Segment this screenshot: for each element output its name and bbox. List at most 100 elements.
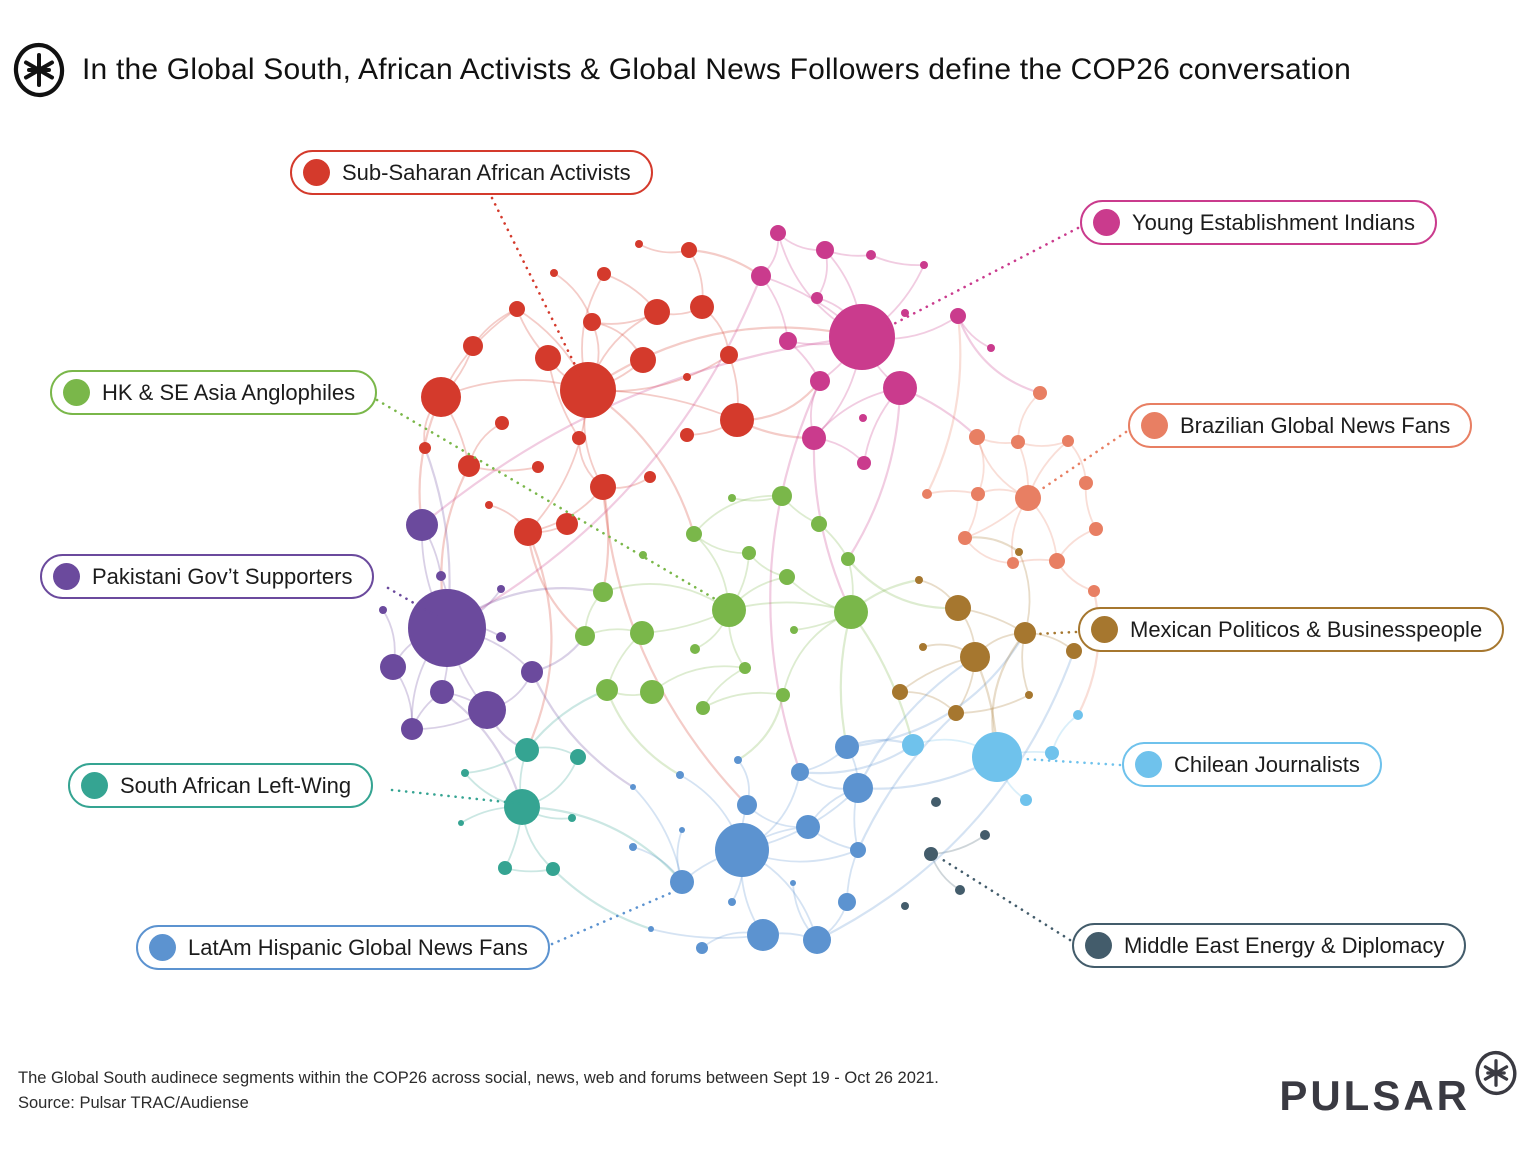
network-node-latam-hispanic-global-news-fans <box>679 827 685 833</box>
network-node-sub-saharan-african-activists <box>514 518 542 546</box>
network-edge <box>964 537 1014 564</box>
network-node-sub-saharan-african-activists <box>532 461 544 473</box>
network-node-young-establishment-indians <box>751 266 771 286</box>
network-node-hk-se-asia-anglophiles <box>742 546 756 560</box>
network-node-latam-hispanic-global-news-fans <box>676 771 684 779</box>
network-node-hk-se-asia-anglophiles <box>841 552 855 566</box>
network-edge <box>526 531 586 637</box>
network-node-sub-saharan-african-activists <box>720 346 738 364</box>
network-node-young-establishment-indians <box>779 332 797 350</box>
network-node-middle-east-energy-diplomacy <box>980 830 990 840</box>
leader-line-mexican-politicos-businesspeople <box>1035 630 1078 636</box>
leader-line-middle-east-energy-diplomacy <box>938 856 1072 942</box>
network-node-latam-hispanic-global-news-fans <box>728 898 736 906</box>
network-node-hk-se-asia-anglophiles <box>596 679 618 701</box>
footer-caption: The Global South audinece segments withi… <box>18 1066 939 1116</box>
network-edge <box>552 868 652 931</box>
network-node-sub-saharan-african-activists <box>680 428 694 442</box>
network-node-hk-se-asia-anglophiles <box>575 626 595 646</box>
network-node-brazilian-global-news-fans <box>922 489 932 499</box>
network-node-pakistani-govt-supporters <box>496 632 506 642</box>
network-node-mexican-politicos-businesspeople <box>1025 691 1033 699</box>
network-node-hk-se-asia-anglophiles <box>690 644 700 654</box>
network-node-south-african-left-wing <box>458 820 464 826</box>
network-node-young-establishment-indians <box>857 456 871 470</box>
network-node-sub-saharan-african-activists <box>485 501 493 509</box>
network-edge <box>1018 551 1031 634</box>
network-node-latam-hispanic-global-news-fans <box>838 893 856 911</box>
network-node-sub-saharan-african-activists <box>644 471 656 483</box>
network-node-south-african-left-wing <box>515 738 539 762</box>
network-edge <box>521 805 683 883</box>
network-node-latam-hispanic-global-news-fans <box>850 842 866 858</box>
network-node-latam-hispanic-global-news-fans <box>734 756 742 764</box>
network-edge <box>976 436 985 495</box>
brand-logo: PULSAR <box>1279 1050 1518 1120</box>
network-node-hk-se-asia-anglophiles <box>772 486 792 506</box>
network-node-young-establishment-indians <box>829 304 895 370</box>
network-node-latam-hispanic-global-news-fans <box>670 870 694 894</box>
network-node-mexican-politicos-businesspeople <box>1066 643 1082 659</box>
network-node-brazilian-global-news-fans <box>1015 485 1041 511</box>
network-node-hk-se-asia-anglophiles <box>712 593 746 627</box>
network-node-young-establishment-indians <box>810 371 830 391</box>
network-node-brazilian-global-news-fans <box>971 487 985 501</box>
network-edge <box>857 656 976 789</box>
network-edge <box>956 315 1041 395</box>
network-node-south-african-left-wing <box>546 862 560 876</box>
network-node-hk-se-asia-anglophiles <box>790 626 798 634</box>
network-node-south-african-left-wing <box>498 861 512 875</box>
network-edge <box>693 494 783 535</box>
network-edge <box>702 691 784 709</box>
network-node-south-african-left-wing <box>461 769 469 777</box>
network-node-sub-saharan-african-activists <box>509 301 525 317</box>
network-edge <box>504 867 554 873</box>
network-node-sub-saharan-african-activists <box>644 299 670 325</box>
network-node-latam-hispanic-global-news-fans <box>630 784 636 790</box>
network-node-sub-saharan-african-activists <box>556 513 578 535</box>
network-edge <box>846 632 1026 749</box>
network-node-young-establishment-indians <box>920 261 928 269</box>
network-node-hk-se-asia-anglophiles <box>696 701 710 715</box>
network-node-young-establishment-indians <box>987 344 995 352</box>
network-edge <box>870 254 925 267</box>
network-edge <box>1077 590 1100 716</box>
network-node-mexican-politicos-businesspeople <box>919 643 927 651</box>
network-node-brazilian-global-news-fans <box>1079 476 1093 490</box>
network-node-hk-se-asia-anglophiles <box>639 551 647 559</box>
network-node-hk-se-asia-anglophiles <box>779 569 795 585</box>
network-edge <box>847 558 959 610</box>
network-node-sub-saharan-african-activists <box>495 416 509 430</box>
network-node-pakistani-govt-supporters <box>380 654 406 680</box>
network-node-brazilian-global-news-fans <box>1049 553 1065 569</box>
network-edge <box>632 786 683 883</box>
network-node-hk-se-asia-anglophiles <box>728 494 736 502</box>
network-node-mexican-politicos-businesspeople <box>948 705 964 721</box>
network-node-sub-saharan-african-activists <box>681 242 697 258</box>
network-node-middle-east-energy-diplomacy <box>955 885 965 895</box>
network-edge <box>1017 440 1069 447</box>
network-node-hk-se-asia-anglophiles <box>630 621 654 645</box>
network-node-latam-hispanic-global-news-fans <box>696 942 708 954</box>
network-node-hk-se-asia-anglophiles <box>640 680 664 704</box>
network-node-mexican-politicos-businesspeople <box>1015 548 1023 556</box>
network-node-pakistani-govt-supporters <box>401 718 423 740</box>
network-node-chilean-journalists <box>1045 746 1059 760</box>
network-node-mexican-politicos-businesspeople <box>945 595 971 621</box>
network-edge <box>856 712 957 851</box>
network-node-chilean-journalists <box>1020 794 1032 806</box>
pulsar-asterisk-icon <box>13 42 65 98</box>
network-node-sub-saharan-african-activists <box>630 347 656 373</box>
network-edge <box>651 665 746 693</box>
network-edge <box>847 387 902 560</box>
network-edge <box>760 275 789 342</box>
network-node-sub-saharan-african-activists <box>635 240 643 248</box>
network-node-brazilian-global-news-fans <box>1007 557 1019 569</box>
network-edge <box>1017 392 1041 443</box>
network-node-sub-saharan-african-activists <box>421 377 461 417</box>
network-edge <box>926 315 962 495</box>
network-node-young-establishment-indians <box>950 308 966 324</box>
network-edge <box>587 326 863 391</box>
network-node-south-african-left-wing <box>570 749 586 765</box>
